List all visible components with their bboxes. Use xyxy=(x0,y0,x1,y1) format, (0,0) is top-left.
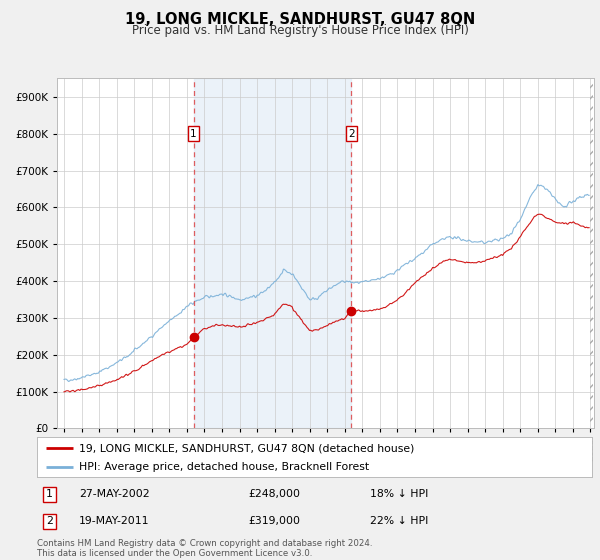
Bar xyxy=(590,78,593,428)
Text: 19-MAY-2011: 19-MAY-2011 xyxy=(79,516,149,526)
Text: 19, LONG MICKLE, SANDHURST, GU47 8QN: 19, LONG MICKLE, SANDHURST, GU47 8QN xyxy=(125,12,475,27)
Text: 27-MAY-2002: 27-MAY-2002 xyxy=(79,489,149,500)
Text: Price paid vs. HM Land Registry's House Price Index (HPI): Price paid vs. HM Land Registry's House … xyxy=(131,24,469,37)
Text: 2: 2 xyxy=(46,516,53,526)
Text: £319,000: £319,000 xyxy=(248,516,300,526)
Text: 19, LONG MICKLE, SANDHURST, GU47 8QN (detached house): 19, LONG MICKLE, SANDHURST, GU47 8QN (de… xyxy=(79,443,414,453)
Text: 1: 1 xyxy=(46,489,53,500)
Text: 22% ↓ HPI: 22% ↓ HPI xyxy=(370,516,428,526)
Text: HPI: Average price, detached house, Bracknell Forest: HPI: Average price, detached house, Brac… xyxy=(79,462,369,472)
Text: Contains HM Land Registry data © Crown copyright and database right 2024.
This d: Contains HM Land Registry data © Crown c… xyxy=(37,539,373,558)
Text: 18% ↓ HPI: 18% ↓ HPI xyxy=(370,489,428,500)
Bar xyxy=(590,78,593,428)
Text: 2: 2 xyxy=(348,129,355,139)
Text: £248,000: £248,000 xyxy=(248,489,300,500)
Text: 1: 1 xyxy=(190,129,197,139)
Bar xyxy=(194,78,352,428)
